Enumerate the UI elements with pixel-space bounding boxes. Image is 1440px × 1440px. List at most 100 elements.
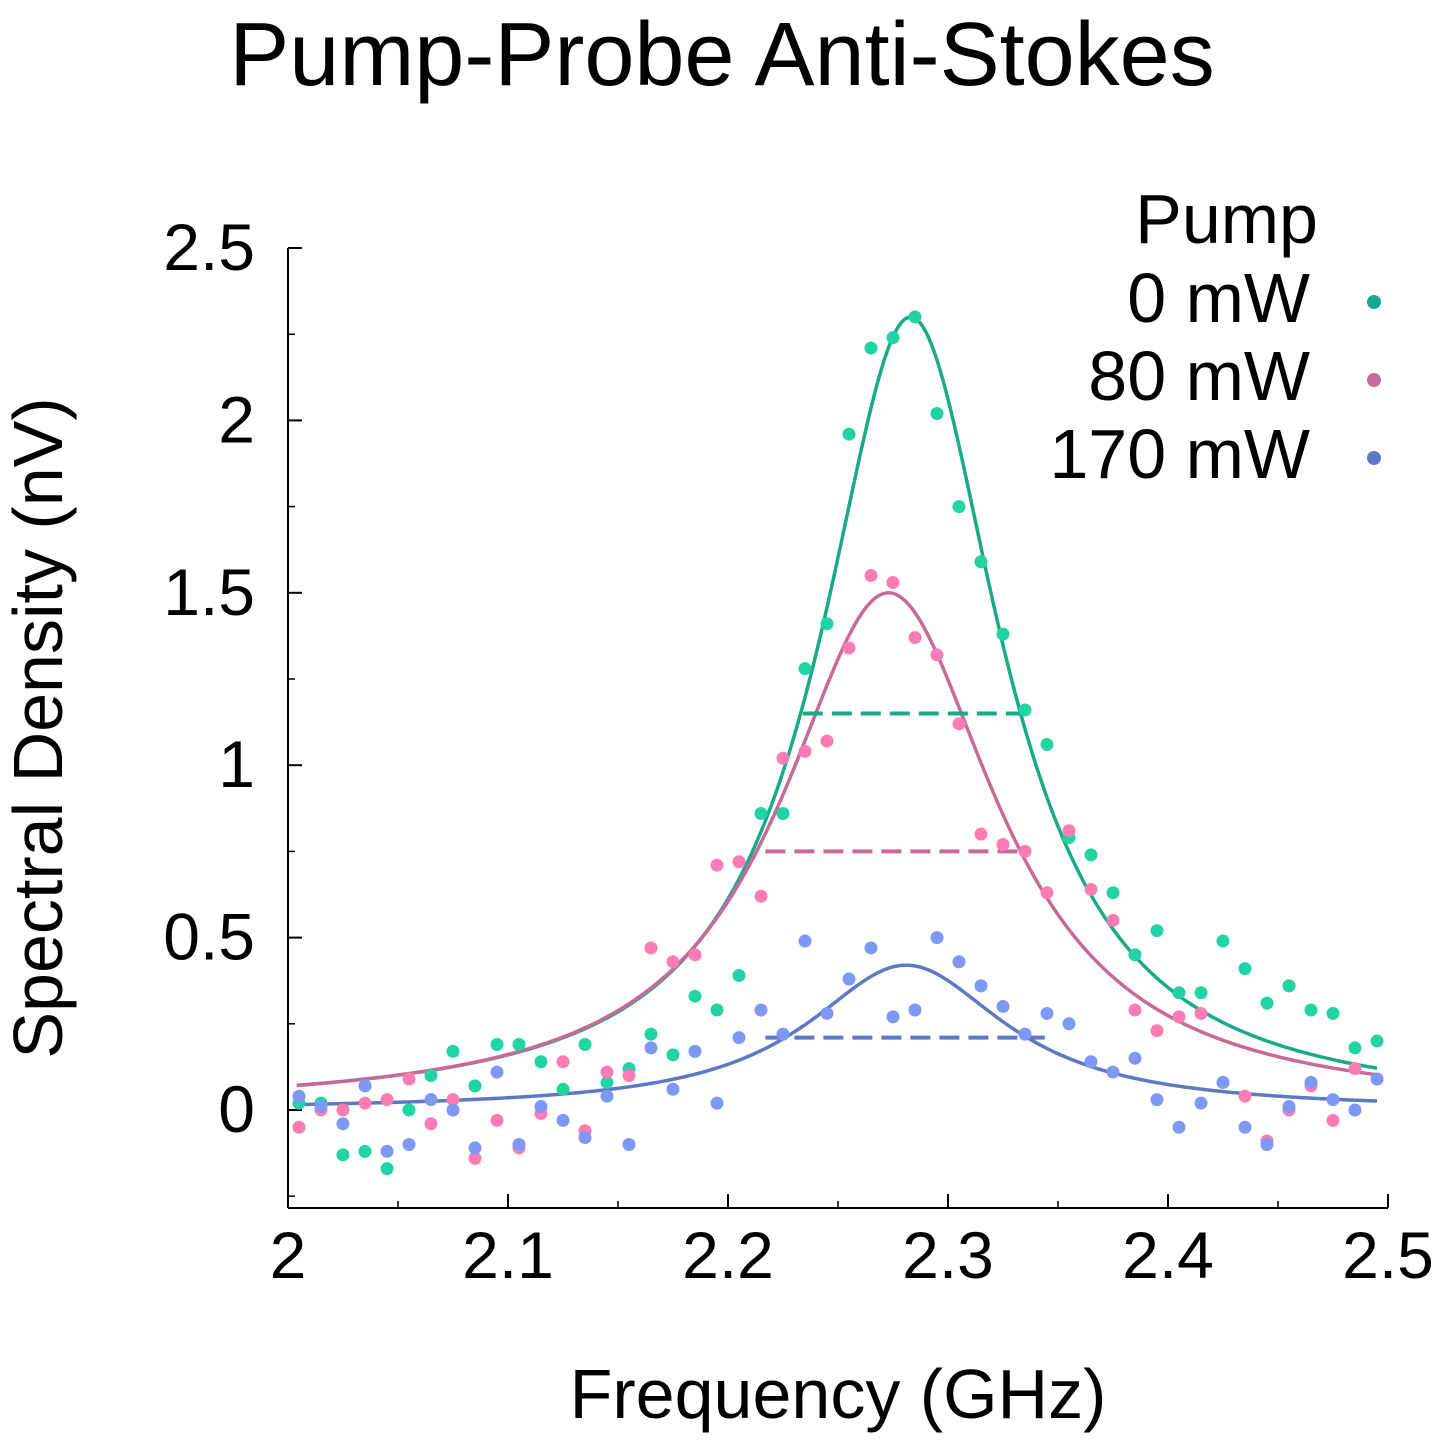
data-point bbox=[468, 1141, 482, 1155]
data-point bbox=[468, 1079, 482, 1093]
data-point bbox=[1282, 1100, 1296, 1114]
data-point bbox=[292, 1089, 306, 1103]
data-point bbox=[644, 941, 658, 955]
data-point bbox=[402, 1137, 416, 1151]
data-point bbox=[1106, 886, 1120, 900]
y-tick-label: 2 bbox=[218, 382, 255, 456]
data-point bbox=[1370, 1034, 1384, 1048]
data-point bbox=[1106, 913, 1120, 927]
data-point bbox=[490, 1113, 504, 1127]
data-point bbox=[380, 1144, 394, 1158]
data-point bbox=[490, 1065, 504, 1079]
data-point bbox=[842, 972, 856, 986]
data-point bbox=[622, 1069, 636, 1083]
data-point bbox=[1040, 886, 1054, 900]
data-point bbox=[710, 858, 724, 872]
data-point bbox=[974, 979, 988, 993]
data-point bbox=[996, 1000, 1010, 1014]
data-point bbox=[1128, 948, 1142, 962]
data-point bbox=[1194, 1006, 1208, 1020]
legend-entry-marker bbox=[1367, 451, 1381, 465]
data-point bbox=[908, 1003, 922, 1017]
legend-entry-label: 80 mW bbox=[1088, 337, 1310, 415]
legend-entry-marker bbox=[1367, 295, 1381, 309]
data-point bbox=[1238, 1089, 1252, 1103]
data-point bbox=[996, 838, 1010, 852]
data-point bbox=[842, 427, 856, 441]
legend-entry-label: 0 mW bbox=[1127, 259, 1310, 337]
data-point bbox=[1128, 1051, 1142, 1065]
data-point bbox=[952, 500, 966, 514]
data-point bbox=[468, 1151, 482, 1165]
data-point bbox=[1348, 1103, 1362, 1117]
data-point bbox=[1018, 1027, 1032, 1041]
data-point bbox=[732, 855, 746, 869]
chart-title: Pump-Probe Anti-Stokes bbox=[229, 5, 1214, 105]
data-point bbox=[1150, 924, 1164, 938]
data-point bbox=[446, 1093, 460, 1107]
legend-entry-marker bbox=[1367, 373, 1381, 387]
data-point bbox=[1260, 996, 1274, 1010]
half-max-lines bbox=[765, 711, 1045, 1040]
x-tick-label: 2 bbox=[270, 1218, 307, 1292]
data-point bbox=[402, 1072, 416, 1086]
data-point bbox=[666, 1048, 680, 1062]
data-point bbox=[886, 1010, 900, 1024]
data-point bbox=[534, 1055, 548, 1069]
data-point bbox=[600, 1089, 614, 1103]
data-point bbox=[512, 1037, 526, 1051]
data-point bbox=[666, 1082, 680, 1096]
data-point bbox=[622, 1137, 636, 1151]
data-point bbox=[1304, 1075, 1318, 1089]
data-point bbox=[1216, 1075, 1230, 1089]
data-point bbox=[402, 1103, 416, 1117]
data-point bbox=[1304, 1003, 1318, 1017]
data-point bbox=[1348, 1041, 1362, 1055]
data-point bbox=[666, 955, 680, 969]
data-point bbox=[820, 734, 834, 748]
y-tick-label: 0.5 bbox=[163, 900, 255, 974]
data-point bbox=[1326, 1093, 1340, 1107]
data-point bbox=[644, 1041, 658, 1055]
data-point bbox=[732, 1031, 746, 1045]
data-point bbox=[292, 1120, 306, 1134]
data-point bbox=[798, 744, 812, 758]
data-point bbox=[512, 1137, 526, 1151]
data-point bbox=[556, 1082, 570, 1096]
data-point bbox=[1150, 1024, 1164, 1038]
data-point bbox=[1260, 1137, 1274, 1151]
data-point bbox=[754, 806, 768, 820]
data-point bbox=[644, 1027, 658, 1041]
x-tick-label: 2.5 bbox=[1342, 1218, 1434, 1292]
legend-title: Pump bbox=[1135, 180, 1318, 258]
data-point bbox=[600, 1075, 614, 1089]
data-point bbox=[424, 1069, 438, 1083]
data-point bbox=[556, 1113, 570, 1127]
data-point bbox=[996, 627, 1010, 641]
fit-curves bbox=[296, 315, 1378, 1107]
data-point bbox=[1018, 844, 1032, 858]
x-axis-label: Frequency (GHz) bbox=[570, 1355, 1107, 1433]
data-point bbox=[1128, 1003, 1142, 1017]
data-point bbox=[556, 1055, 570, 1069]
data-point bbox=[578, 1131, 592, 1145]
data-point bbox=[1150, 1093, 1164, 1107]
data-point bbox=[1040, 1006, 1054, 1020]
data-point bbox=[424, 1093, 438, 1107]
data-point bbox=[600, 1065, 614, 1079]
x-tick-label: 2.3 bbox=[902, 1218, 994, 1292]
data-point bbox=[820, 617, 834, 631]
data-point bbox=[1172, 986, 1186, 1000]
data-point bbox=[1172, 1010, 1186, 1024]
data-point bbox=[1084, 1055, 1098, 1069]
data-point bbox=[754, 889, 768, 903]
data-point bbox=[688, 989, 702, 1003]
data-point bbox=[534, 1100, 548, 1114]
data-point bbox=[798, 934, 812, 948]
data-point bbox=[974, 555, 988, 569]
x-tick-label: 2.1 bbox=[462, 1218, 554, 1292]
data-point bbox=[1348, 1062, 1362, 1076]
data-point bbox=[754, 1003, 768, 1017]
data-point bbox=[578, 1037, 592, 1051]
